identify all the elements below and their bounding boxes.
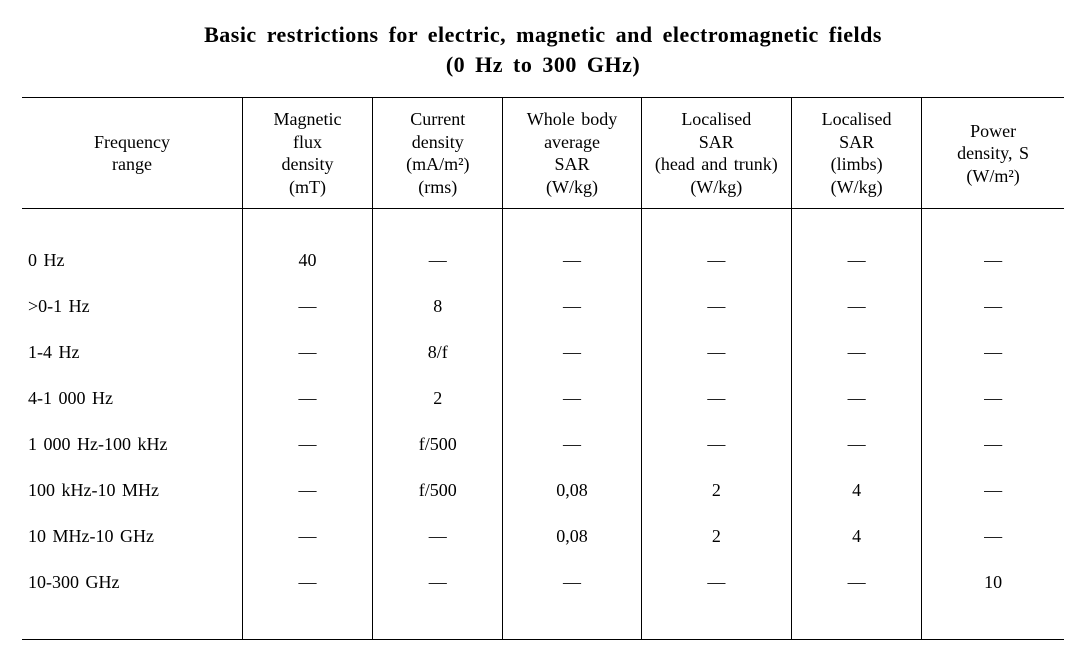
table-spacer-row (22, 209, 1064, 238)
table-row: 10-300 GHz — — — — — 10 (22, 559, 1064, 605)
cell-value: — (641, 329, 791, 375)
col-header-frequency: Frequencyrange (22, 98, 242, 209)
cell-value: — (641, 421, 791, 467)
cell-value: — (373, 237, 503, 283)
cell-value: — (641, 559, 791, 605)
table-body: 0 Hz 40 — — — — — >0-1 Hz — 8 — — — — 1-… (22, 209, 1064, 640)
cell-value: f/500 (373, 467, 503, 513)
cell-value: 40 (242, 237, 372, 283)
restrictions-table: Frequencyrange Magneticfluxdensity(mT) C… (22, 97, 1064, 640)
cell-value: — (791, 559, 921, 605)
table-tail-row (22, 605, 1064, 640)
cell-value: 4 (791, 467, 921, 513)
table-row: 1 000 Hz-100 kHz — f/500 — — — — (22, 421, 1064, 467)
cell-value: — (641, 237, 791, 283)
table-title: Basic restrictions for electric, magneti… (22, 20, 1064, 79)
cell-frequency: 10 MHz-10 GHz (22, 513, 242, 559)
cell-value: — (791, 421, 921, 467)
cell-value: — (503, 375, 641, 421)
table-row: 0 Hz 40 — — — — — (22, 237, 1064, 283)
cell-value: — (791, 237, 921, 283)
cell-frequency: 0 Hz (22, 237, 242, 283)
cell-value: — (242, 421, 372, 467)
cell-value: — (373, 559, 503, 605)
cell-value: — (922, 283, 1064, 329)
cell-value: — (922, 237, 1064, 283)
title-line-1: Basic restrictions for electric, magneti… (204, 22, 882, 47)
cell-value: 4 (791, 513, 921, 559)
cell-value: — (791, 375, 921, 421)
cell-frequency: 10-300 GHz (22, 559, 242, 605)
title-line-2: (0 Hz to 300 GHz) (22, 50, 1064, 80)
cell-value: — (503, 559, 641, 605)
table-row: 1-4 Hz — 8/f — — — — (22, 329, 1064, 375)
cell-value: — (242, 283, 372, 329)
cell-value: 8/f (373, 329, 503, 375)
cell-value: — (242, 375, 372, 421)
col-header-power-density: Powerdensity, S(W/m²) (922, 98, 1064, 209)
table-header-row: Frequencyrange Magneticfluxdensity(mT) C… (22, 98, 1064, 209)
cell-value: — (641, 283, 791, 329)
cell-value: — (242, 559, 372, 605)
cell-value: 8 (373, 283, 503, 329)
cell-value: — (242, 513, 372, 559)
cell-value: — (791, 283, 921, 329)
table-row: >0-1 Hz — 8 — — — — (22, 283, 1064, 329)
col-header-current-density: Currentdensity(mA/m²)(rms) (373, 98, 503, 209)
cell-value: — (791, 329, 921, 375)
cell-frequency: 100 kHz-10 MHz (22, 467, 242, 513)
col-header-flux-density: Magneticfluxdensity(mT) (242, 98, 372, 209)
cell-value: — (922, 467, 1064, 513)
cell-frequency: >0-1 Hz (22, 283, 242, 329)
cell-value: — (641, 375, 791, 421)
cell-value: — (922, 421, 1064, 467)
cell-value: f/500 (373, 421, 503, 467)
cell-frequency: 4-1 000 Hz (22, 375, 242, 421)
col-header-local-sar-limbs: LocalisedSAR(limbs)(W/kg) (791, 98, 921, 209)
table-row: 4-1 000 Hz — 2 — — — — (22, 375, 1064, 421)
cell-value: 2 (373, 375, 503, 421)
cell-value: 0,08 (503, 513, 641, 559)
cell-value: 2 (641, 467, 791, 513)
cell-value: — (503, 421, 641, 467)
cell-value: — (922, 329, 1064, 375)
cell-value: — (503, 283, 641, 329)
cell-value: 2 (641, 513, 791, 559)
cell-frequency: 1 000 Hz-100 kHz (22, 421, 242, 467)
cell-value: — (922, 513, 1064, 559)
cell-value: — (373, 513, 503, 559)
cell-value: — (503, 329, 641, 375)
col-header-whole-body-sar: Whole bodyaverageSAR(W/kg) (503, 98, 641, 209)
cell-value: — (242, 467, 372, 513)
cell-value: — (503, 237, 641, 283)
table-row: 100 kHz-10 MHz — f/500 0,08 2 4 — (22, 467, 1064, 513)
cell-value: — (922, 375, 1064, 421)
cell-value: 0,08 (503, 467, 641, 513)
cell-value: — (242, 329, 372, 375)
cell-frequency: 1-4 Hz (22, 329, 242, 375)
cell-value: 10 (922, 559, 1064, 605)
col-header-local-sar-head: LocalisedSAR(head and trunk)(W/kg) (641, 98, 791, 209)
table-row: 10 MHz-10 GHz — — 0,08 2 4 — (22, 513, 1064, 559)
